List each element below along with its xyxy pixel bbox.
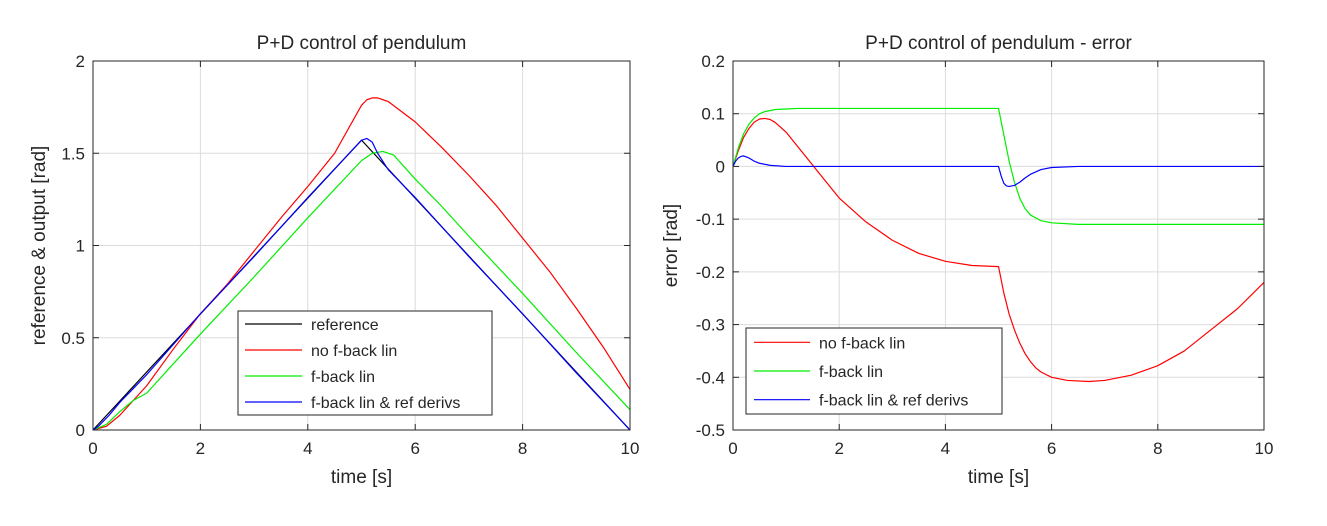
axes-box	[732, 60, 1265, 431]
series-line-2	[732, 107, 1264, 226]
chart-title: P+D control of pendulum - error	[865, 33, 1132, 54]
x-tick-label: 8	[1153, 439, 1162, 458]
x-tick-label: 6	[410, 439, 419, 458]
legend-label-3: f-back lin	[311, 369, 375, 386]
y-tick-label: -0.4	[696, 368, 725, 387]
legend-label-1: no f-back lin	[819, 335, 905, 352]
series-line-3	[92, 150, 631, 431]
legend-label-2: no f-back lin	[311, 343, 397, 360]
y-tick-label: -0.5	[696, 421, 725, 440]
x-tick-label: 6	[1047, 439, 1056, 458]
y-tick-label: -0.3	[696, 316, 725, 335]
y-axis-label: error [rad]	[661, 204, 682, 287]
series-line-4	[92, 137, 631, 431]
y-tick-label: 0.2	[701, 52, 725, 71]
chart-title: P+D control of pendulum	[257, 33, 467, 54]
legend: no f-back lin f-back lin f-back lin & ref …	[745, 327, 1003, 415]
x-tick-label: 0	[728, 439, 737, 458]
y-tick-label: 0.1	[701, 105, 725, 124]
legend-label-1: reference	[311, 317, 379, 334]
x-tick-label: 8	[518, 439, 527, 458]
x-tick-label: 2	[196, 439, 205, 458]
legend-label-4: f-back lin & ref derivs	[311, 395, 460, 412]
series-line-3	[732, 155, 1264, 188]
chart-1: 0 2 4 6 8 10 0 0.5 1 1.5 2 P+D control of pendulum t…	[29, 33, 639, 488]
x-axis-label: time [s]	[331, 467, 392, 488]
y-tick-label: 1	[76, 237, 85, 256]
y-tick-label: 0.5	[61, 329, 85, 348]
legend-label-2: f-back lin	[819, 364, 883, 381]
x-tick-label: 0	[88, 439, 97, 458]
x-tick-label: 2	[834, 439, 843, 458]
x-tick-label: 4	[303, 439, 312, 458]
legend: reference no f-back lin f-back lin f-back l…	[237, 310, 493, 416]
y-tick-label: 0	[716, 157, 725, 176]
legend-label-3: f-back lin & ref derivs	[819, 393, 968, 410]
y-tick-label: 1.5	[61, 144, 85, 163]
y-axis-label: reference & output [rad]	[29, 146, 50, 346]
y-tick-label: 2	[76, 52, 85, 71]
series-line-2	[92, 97, 631, 431]
series-line-1	[732, 117, 1265, 383]
x-axis-label: time [s]	[968, 467, 1029, 488]
x-tick-label: 4	[941, 439, 950, 458]
y-tick-label: 0	[76, 421, 85, 440]
chart-2: 0 2 4 6 8 10 -0.5 -0.4 -0.3 -0.2 -0.1 0 0.1 0.2 P+D co…	[661, 33, 1273, 488]
y-tick-label: -0.2	[696, 263, 725, 282]
x-tick-label: 10	[621, 439, 640, 458]
x-tick-label: 10	[1255, 439, 1274, 458]
y-tick-label: -0.1	[696, 210, 725, 229]
legend-box	[237, 310, 493, 416]
